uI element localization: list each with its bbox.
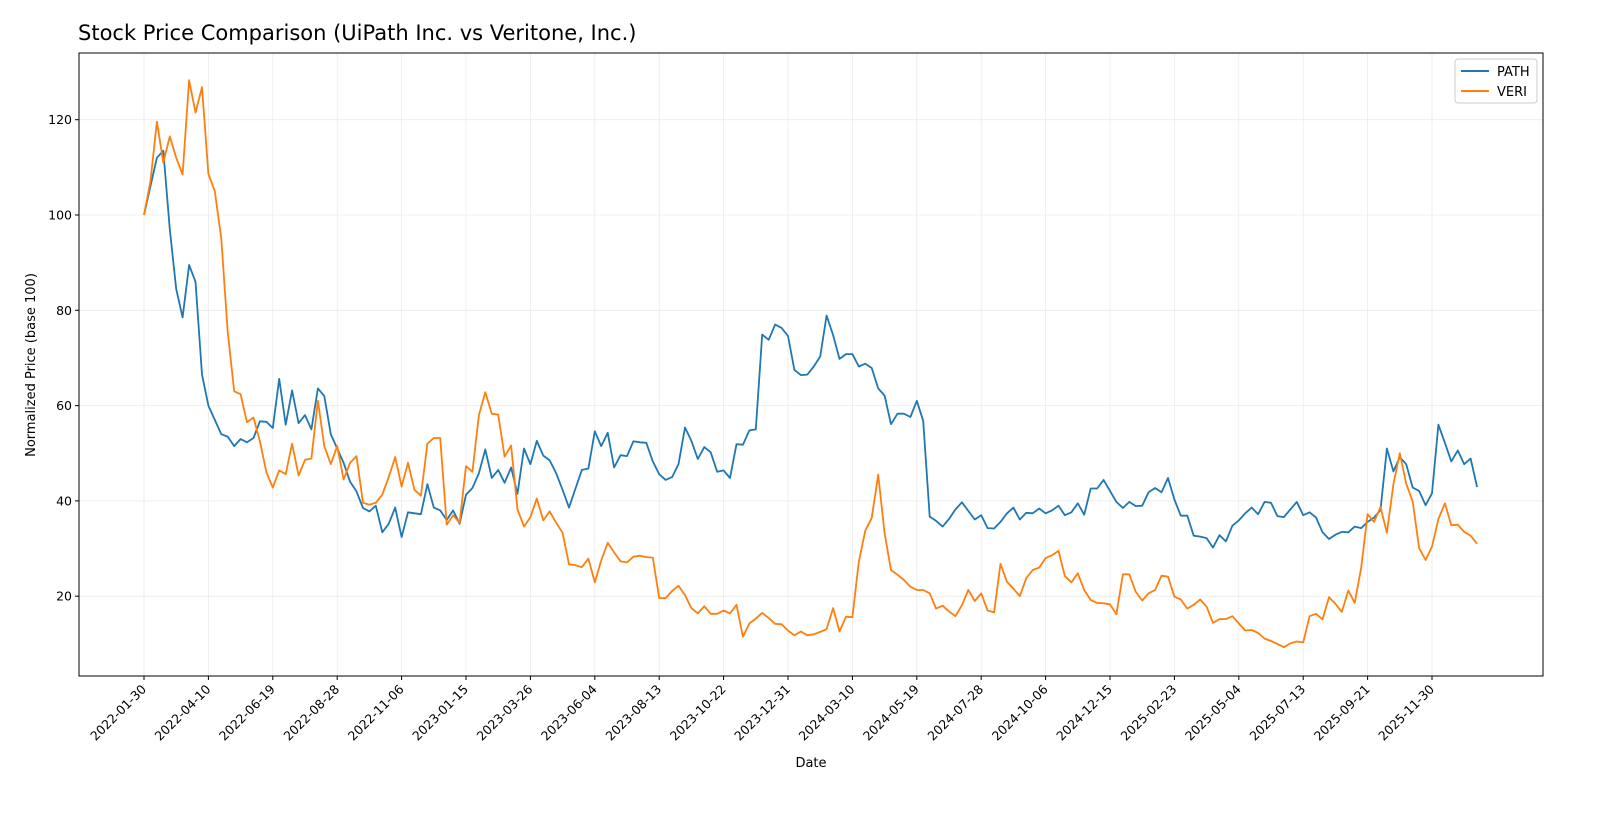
series-line-veri <box>143 79 1478 649</box>
x-tick-label: 2025-02-23 <box>1118 682 1180 744</box>
x-tick-label: 2024-12-15 <box>1053 682 1115 744</box>
y-axis-ticks: 20 40 60 80 100 120 <box>48 112 79 604</box>
y-tick-label: 60 <box>56 398 72 413</box>
legend-label-veri: VERI <box>1497 85 1527 100</box>
x-axis-ticks: 2022-01-30 2022-04-10 2022-06-19 2022-08-28… <box>87 676 1437 743</box>
x-tick-label: 2024-07-28 <box>924 681 986 743</box>
x-tick-label: 2023-01-15 <box>409 682 471 744</box>
y-tick-label: 20 <box>56 589 72 604</box>
x-tick-label: 2025-11-30 <box>1375 681 1437 743</box>
x-tick-label: 2024-05-19 <box>860 681 922 743</box>
x-tick-label: 2022-08-28 <box>280 681 342 743</box>
legend-label-path: PATH <box>1497 65 1530 80</box>
x-tick-label: 2025-07-13 <box>1246 682 1308 744</box>
x-tick-label: 2024-10-06 <box>989 681 1051 743</box>
y-tick-label: 40 <box>56 493 72 508</box>
x-tick-label: 2022-11-06 <box>345 681 407 743</box>
x-tick-label: 2023-03-26 <box>474 681 536 743</box>
x-tick-label: 2024-03-10 <box>796 681 858 743</box>
x-tick-label: 2022-01-30 <box>87 681 149 743</box>
y-tick-label: 100 <box>48 208 72 223</box>
x-tick-label: 2022-06-19 <box>216 681 278 743</box>
x-tick-label: 2022-04-10 <box>152 681 214 743</box>
x-tick-label: 2023-08-13 <box>602 682 664 744</box>
x-tick-label: 2023-12-31 <box>731 682 793 744</box>
x-tick-label: 2023-06-04 <box>538 681 600 743</box>
chart-title: Stock Price Comparison (UiPath Inc. vs V… <box>78 21 636 45</box>
x-tick-label: 2025-05-04 <box>1182 681 1244 743</box>
series-line-path <box>143 149 1478 549</box>
y-tick-label: 120 <box>48 112 72 127</box>
grid <box>79 53 1543 676</box>
x-axis-label: Date <box>795 756 826 771</box>
x-tick-label: 2025-09-21 <box>1311 682 1373 744</box>
plot-frame <box>78 52 1544 677</box>
legend: PATH VERI <box>1454 58 1538 104</box>
y-tick-label: 80 <box>56 303 72 318</box>
x-tick-label: 2023-10-22 <box>667 682 729 744</box>
series-lines <box>143 79 1478 649</box>
y-axis-label: Normalized Price (base 100) <box>24 273 39 457</box>
